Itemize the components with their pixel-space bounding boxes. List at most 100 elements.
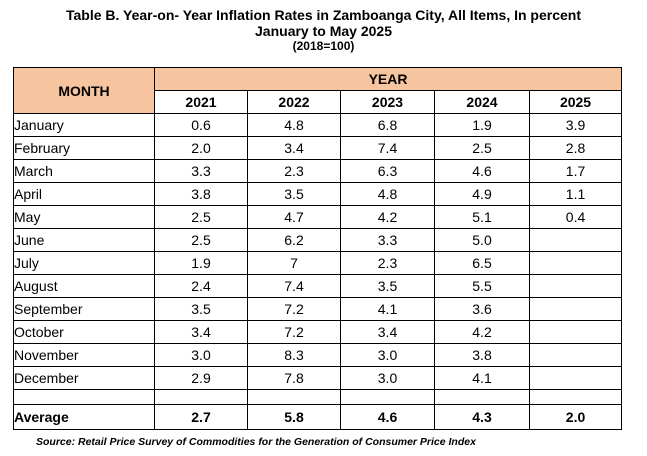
month-cell: July — [13, 251, 155, 275]
value-cell: 2.5 — [154, 228, 248, 252]
empty-cell — [13, 389, 155, 405]
table-row: November 3.0 8.3 3.0 3.8 — [13, 343, 623, 367]
title-line-1: Table B. Year-on- Year Inflation Rates i… — [65, 7, 581, 23]
value-cell: 2.3 — [340, 251, 435, 275]
value-cell: 2.8 — [528, 136, 623, 160]
value-cell: 5.1 — [434, 205, 530, 229]
table-row: June 2.5 6.2 3.3 5.0 — [13, 228, 623, 252]
table-row: August 2.4 7.4 3.5 5.5 — [13, 274, 623, 298]
table-row: December 2.9 7.8 3.0 4.1 — [13, 366, 623, 390]
average-value-cell: 4.6 — [340, 404, 435, 430]
value-cell: 3.0 — [340, 343, 435, 367]
value-cell: 3.4 — [340, 320, 435, 344]
value-cell: 2.0 — [154, 136, 248, 160]
table-title: Table B. Year-on- Year Inflation Rates i… — [0, 7, 647, 53]
empty-cell — [154, 389, 248, 405]
value-cell — [528, 274, 623, 298]
value-cell — [528, 343, 623, 367]
value-cell: 3.4 — [247, 136, 341, 160]
value-cell: 3.3 — [340, 228, 435, 252]
title-line-3: (2018=100) — [292, 39, 355, 53]
value-cell: 1.7 — [528, 159, 623, 183]
title-line-2: January to May 2025 — [255, 23, 392, 39]
year-header: YEAR — [153, 67, 623, 91]
value-cell: 6.8 — [340, 113, 435, 137]
value-cell: 6.2 — [247, 228, 341, 252]
table-row: January 0.6 4.8 6.8 1.9 3.9 — [13, 113, 623, 137]
value-cell: 4.8 — [247, 113, 341, 137]
table-row: July 1.9 7 2.3 6.5 — [13, 251, 623, 275]
value-cell — [528, 297, 623, 321]
value-cell — [528, 228, 623, 252]
spacer-row — [13, 389, 623, 405]
value-cell: 2.5 — [154, 205, 248, 229]
empty-cell — [247, 389, 341, 405]
value-cell: 3.5 — [247, 182, 341, 206]
value-cell: 3.5 — [154, 297, 248, 321]
value-cell: 0.4 — [528, 205, 623, 229]
value-cell: 7.4 — [247, 274, 341, 298]
year-column-header: 2025 — [528, 90, 623, 114]
value-cell: 2.4 — [154, 274, 248, 298]
value-cell: 7.2 — [247, 297, 341, 321]
year-column-header: 2023 — [340, 90, 435, 114]
value-cell: 2.9 — [154, 366, 248, 390]
month-cell: February — [13, 136, 155, 160]
value-cell: 0.6 — [154, 113, 248, 137]
value-cell: 4.2 — [434, 320, 530, 344]
value-cell: 6.5 — [434, 251, 530, 275]
value-cell: 7.8 — [247, 366, 341, 390]
year-column-header: 2024 — [434, 90, 530, 114]
month-cell: March — [13, 159, 155, 183]
source-note: Source: Retail Price Survey of Commoditi… — [36, 436, 476, 448]
value-cell: 1.9 — [434, 113, 530, 137]
value-cell: 3.8 — [154, 182, 248, 206]
empty-cell — [528, 389, 623, 405]
value-cell: 4.9 — [434, 182, 530, 206]
month-cell: January — [13, 113, 155, 137]
average-row: Average 2.7 5.8 4.6 4.3 2.0 — [13, 404, 623, 430]
month-cell: June — [13, 228, 155, 252]
value-cell — [528, 251, 623, 275]
table-row: March 3.3 2.3 6.3 4.6 1.7 — [13, 159, 623, 183]
value-cell: 4.2 — [340, 205, 435, 229]
value-cell: 2.5 — [434, 136, 530, 160]
month-header: MONTH — [13, 67, 155, 114]
table-row: May 2.5 4.7 4.2 5.1 0.4 — [13, 205, 623, 229]
year-column-header: 2021 — [154, 90, 248, 114]
value-cell — [528, 366, 623, 390]
year-column-header: 2022 — [247, 90, 341, 114]
value-cell: 1.9 — [154, 251, 248, 275]
month-cell: April — [13, 182, 155, 206]
value-cell: 3.6 — [434, 297, 530, 321]
value-cell: 4.6 — [434, 159, 530, 183]
value-cell: 3.0 — [154, 343, 248, 367]
value-cell: 3.0 — [340, 366, 435, 390]
value-cell: 3.5 — [340, 274, 435, 298]
table-row: April 3.8 3.5 4.8 4.9 1.1 — [13, 182, 623, 206]
month-cell: December — [13, 366, 155, 390]
value-cell: 3.3 — [154, 159, 248, 183]
value-cell — [528, 320, 623, 344]
empty-cell — [340, 389, 435, 405]
value-cell: 5.0 — [434, 228, 530, 252]
average-label: Average — [13, 404, 155, 430]
value-cell: 3.4 — [154, 320, 248, 344]
month-cell: November — [13, 343, 155, 367]
value-cell: 6.3 — [340, 159, 435, 183]
value-cell: 8.3 — [247, 343, 341, 367]
average-value-cell: 2.7 — [154, 404, 248, 430]
value-cell: 7.2 — [247, 320, 341, 344]
average-value-cell: 4.3 — [434, 404, 530, 430]
value-cell: 3.9 — [528, 113, 623, 137]
value-cell: 7.4 — [340, 136, 435, 160]
inflation-table: MONTH YEAR 2021 2022 2023 2024 2025 January 0… — [13, 67, 623, 430]
value-cell: 2.3 — [247, 159, 341, 183]
month-cell: October — [13, 320, 155, 344]
empty-cell — [434, 389, 530, 405]
value-cell: 1.1 — [528, 182, 623, 206]
value-cell: 4.7 — [247, 205, 341, 229]
table-row: September 3.5 7.2 4.1 3.6 — [13, 297, 623, 321]
month-cell: September — [13, 297, 155, 321]
table-row: February 2.0 3.4 7.4 2.5 2.8 — [13, 136, 623, 160]
